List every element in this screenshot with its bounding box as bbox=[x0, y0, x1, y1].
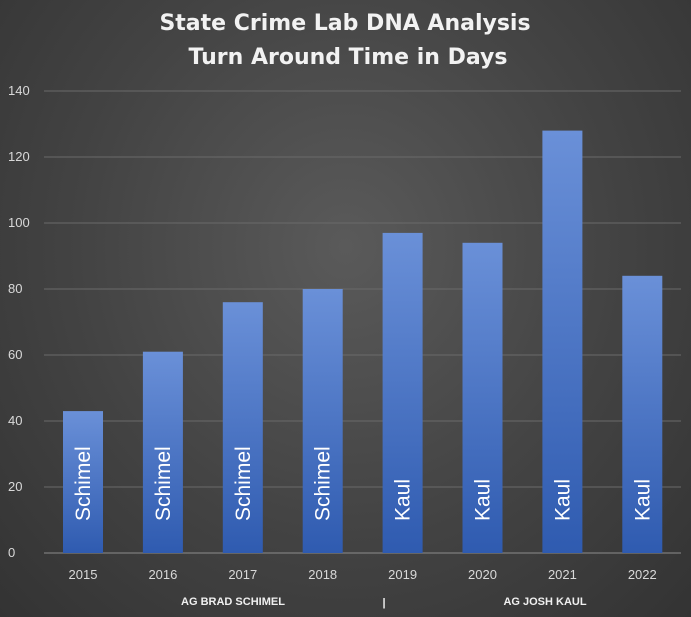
group-label: AG BRAD SCHIMEL bbox=[181, 596, 285, 608]
y-tick-label: 100 bbox=[8, 215, 30, 230]
x-tick-label: 2017 bbox=[228, 567, 257, 582]
bar-label-2017: Schimel bbox=[232, 446, 255, 521]
y-tick-label: 60 bbox=[8, 347, 22, 362]
bar-label-2015: Schimel bbox=[72, 446, 95, 521]
y-tick-label: 80 bbox=[8, 281, 22, 296]
x-tick-label: 2015 bbox=[69, 567, 98, 582]
group-labels: AG BRAD SCHIMEL AG JOSH KAUL | bbox=[181, 596, 587, 609]
x-tick-label: 2022 bbox=[628, 567, 657, 582]
bar-label-2022: Kaul bbox=[631, 479, 654, 521]
bar-2019 bbox=[382, 232, 423, 553]
bar-2015 bbox=[63, 411, 103, 553]
chart-subtitle: Turn Around Time in Days bbox=[189, 45, 508, 70]
y-tick-label: 140 bbox=[8, 83, 30, 98]
x-tick-label: 2021 bbox=[548, 567, 577, 582]
y-tick-label: 0 bbox=[8, 545, 15, 560]
bar-label-2020: Kaul bbox=[472, 479, 495, 521]
y-tick-label: 40 bbox=[8, 413, 22, 428]
bar-2022 bbox=[622, 275, 663, 553]
gridlines bbox=[44, 90, 681, 554]
y-axis-ticks: 0 20 40 60 80 100 120 140 bbox=[8, 83, 30, 560]
bar-2021 bbox=[542, 130, 583, 553]
x-tick-label: 2016 bbox=[148, 567, 177, 582]
bar-2017 bbox=[222, 302, 263, 553]
bar-2020 bbox=[462, 242, 503, 554]
group-divider: | bbox=[382, 597, 385, 609]
y-tick-label: 120 bbox=[8, 149, 30, 164]
bars: Schimel Schimel Schimel Schimel Kaul Kaul Kaul… bbox=[63, 130, 663, 554]
bar-label-2019: Kaul bbox=[392, 479, 415, 521]
chart-title: State Crime Lab DNA Analysis bbox=[159, 11, 530, 36]
bar-label-2021: Kaul bbox=[551, 479, 574, 521]
bar-label-2016: Schimel bbox=[152, 446, 175, 521]
bar-2018 bbox=[302, 289, 343, 553]
bar-label-2018: Schimel bbox=[312, 446, 335, 521]
y-tick-label: 20 bbox=[8, 479, 22, 494]
bar-2016 bbox=[142, 351, 183, 553]
x-tick-label: 2018 bbox=[308, 567, 337, 582]
x-tick-label: 2019 bbox=[388, 567, 417, 582]
x-axis-ticks: 2015 2016 2017 2018 2019 2020 2021 2022 bbox=[69, 567, 657, 582]
x-tick-label: 2020 bbox=[468, 567, 497, 582]
group-label: AG JOSH KAUL bbox=[503, 596, 586, 608]
